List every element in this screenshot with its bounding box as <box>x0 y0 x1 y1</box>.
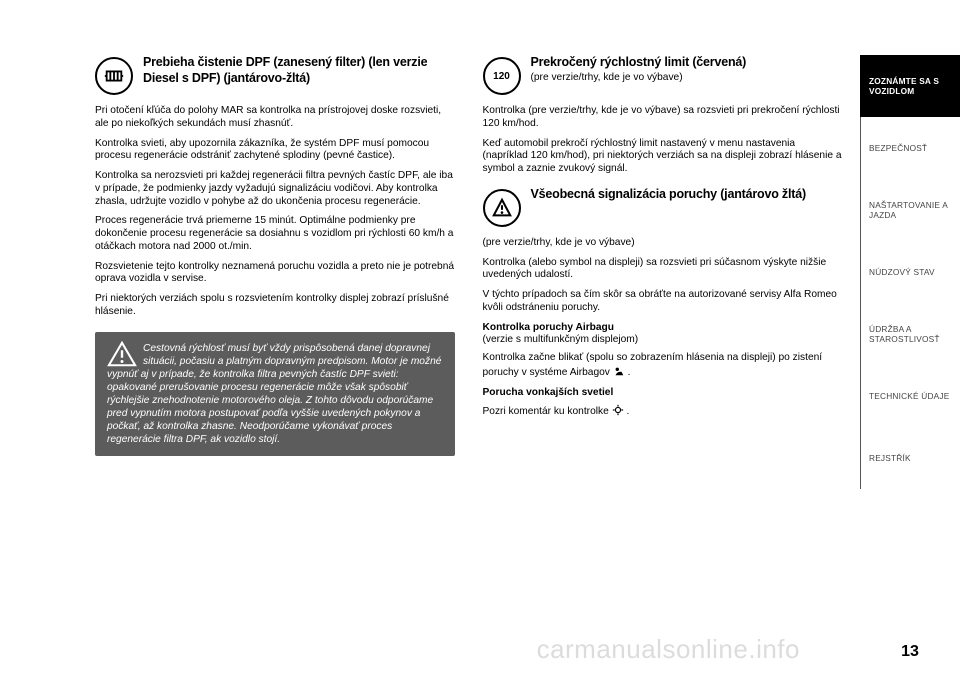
tab-rejstrik[interactable]: REJSTŘÍK <box>860 427 960 489</box>
dpf-p1: Pri otočení kľúča do polohy MAR sa kontr… <box>95 105 455 131</box>
airbag-heading: Kontrolka poruchy Airbagu (verzie s mult… <box>483 322 843 348</box>
tab-zoznamte[interactable]: ZOZNÁMTE SA S VOZIDLOM <box>860 55 960 117</box>
section-general-head: Všeobecná signalizácia poruchy (jantárov… <box>483 187 843 227</box>
section-speed-sub: (pre verzie/trhy, kde je vo výbave) <box>531 72 747 85</box>
gen-p3: V týchto prípadoch sa čím skôr sa obráťt… <box>483 289 843 315</box>
tab-label: ZOZNÁMTE SA S VOZIDLOM <box>869 76 960 97</box>
tab-label: TECHNICKÉ ÚDAJE <box>869 391 949 401</box>
lights-p: Pozri komentár ku kontrolke . <box>483 404 843 419</box>
airbag-sub: (verzie s multifunkčným displejom) <box>483 334 639 345</box>
right-column: 120 Prekročený rýchlostný limit (červená… <box>483 55 843 669</box>
dpf-p4: Proces regenerácie trvá priemerne 15 min… <box>95 215 455 253</box>
content-area: Prebieha čistenie DPF (zanesený filter) … <box>0 0 860 679</box>
tab-label: NÚDZOVÝ STAV <box>869 267 935 277</box>
airbag-p-b: . <box>628 367 631 378</box>
section-dpf-title: Prebieha čistenie DPF (zanesený filter) … <box>143 55 455 86</box>
speed-p2: Keď automobil prekročí rýchlostný limit … <box>483 138 843 176</box>
lights-p-a: Pozri komentár ku kontrolke <box>483 406 612 417</box>
section-dpf-head: Prebieha čistenie DPF (zanesený filter) … <box>95 55 455 95</box>
general-warning-icon <box>483 189 521 227</box>
speed-limit-icon: 120 <box>483 57 521 95</box>
speed-p1: Kontrolka (pre verzie/trhy, kde je vo vý… <box>483 105 843 131</box>
left-column: Prebieha čistenie DPF (zanesený filter) … <box>95 55 455 669</box>
dpf-p3: Kontrolka sa nerozsvieti pri každej rege… <box>95 170 455 208</box>
gen-p1: (pre verzie/trhy, kde je vo výbave) <box>483 237 843 250</box>
lights-heading: Porucha vonkajších svetiel <box>483 387 843 400</box>
section-general-title: Všeobecná signalizácia poruchy (jantárov… <box>531 187 806 203</box>
tab-label: REJSTŘÍK <box>869 453 911 463</box>
manual-page: Prebieha čistenie DPF (zanesený filter) … <box>0 0 960 679</box>
section-speed-title: Prekročený rýchlostný limit (červená) <box>531 55 747 71</box>
warning-box: Cestovná rýchlosť musí byť vždy prispôso… <box>95 332 455 456</box>
dpf-p6: Pri niektorých verziách spolu s rozsviet… <box>95 293 455 319</box>
airbag-p: Kontrolka začne blikať (spolu so zobraze… <box>483 352 843 380</box>
sidebar-tabs: ZOZNÁMTE SA S VOZIDLOM BEZPEČNOSŤ NAŠTAR… <box>860 0 960 679</box>
lights-p-b: . <box>626 406 629 417</box>
airbag-heading-text: Kontrolka poruchy Airbagu <box>483 322 615 333</box>
tab-technicke[interactable]: TECHNICKÉ ÚDAJE <box>860 365 960 427</box>
tab-bezpecnost[interactable]: BEZPEČNOSŤ <box>860 117 960 179</box>
gen-p2: Kontrolka (alebo symbol na displeji) sa … <box>483 257 843 283</box>
tab-label: BEZPEČNOSŤ <box>869 143 927 153</box>
tab-spacer <box>860 489 960 643</box>
airbag-p-a: Kontrolka začne blikať (spolu so zobraze… <box>483 352 823 378</box>
tab-udrzba[interactable]: ÚDRŽBA A STAROSTLIVOSŤ <box>860 303 960 365</box>
tab-nastartovanie[interactable]: NAŠTARTOVANIE A JAZDA <box>860 179 960 241</box>
tab-nudzovy[interactable]: NÚDZOVÝ STAV <box>860 241 960 303</box>
dpf-p2: Kontrolka svieti, aby upozornila zákazní… <box>95 138 455 164</box>
speed-limit-value: 120 <box>493 71 510 82</box>
dpf-p5: Rozsvietenie tejto kontrolky neznamená p… <box>95 261 455 287</box>
dpf-icon <box>95 57 133 95</box>
section-speed-head: 120 Prekročený rýchlostný limit (červená… <box>483 55 843 95</box>
tab-label: ÚDRŽBA A STAROSTLIVOSŤ <box>869 324 960 345</box>
page-number: 13 <box>860 643 960 669</box>
warning-triangle-icon <box>107 340 137 368</box>
tab-label: NAŠTARTOVANIE A JAZDA <box>869 200 960 221</box>
airbag-inline-icon <box>613 365 625 377</box>
bulb-inline-icon <box>612 404 624 416</box>
warning-text: Cestovná rýchlosť musí byť vždy prispôso… <box>107 343 441 445</box>
